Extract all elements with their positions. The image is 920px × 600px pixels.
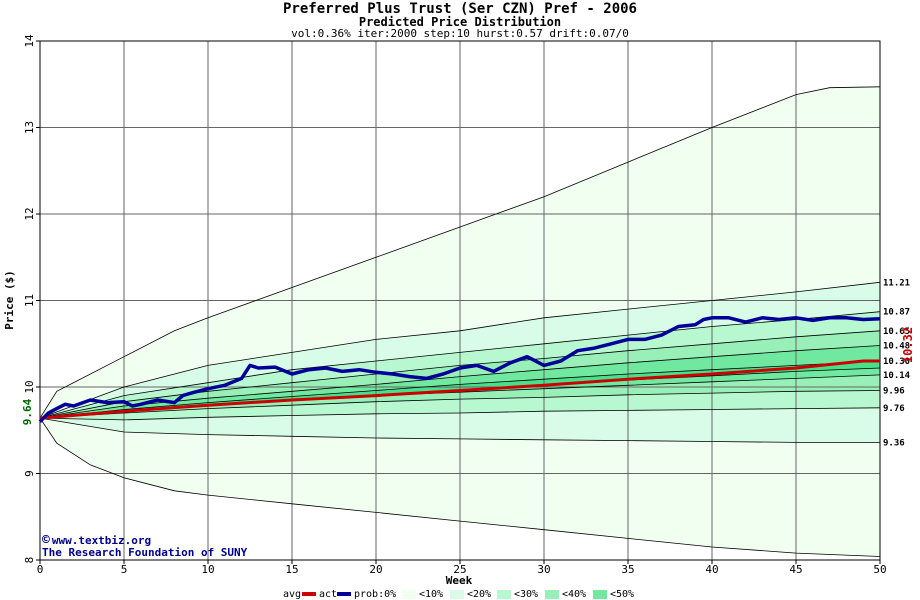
x-tick-label-6: 30 — [537, 563, 550, 576]
legend-lt20-label: <20% — [467, 589, 491, 600]
y-tick-label-2: 10 — [23, 380, 36, 393]
x-tick-label-5: 25 — [453, 563, 466, 576]
x-tick-label-0: 0 — [37, 563, 44, 576]
series-avg-line — [39, 359, 880, 420]
band-lower-edge-0 — [39, 417, 881, 557]
band-upper-edge-3 — [39, 330, 881, 419]
legend-act-label: act — [319, 589, 337, 600]
start-price-label: 9.64 — [21, 398, 34, 425]
percentile-label-3: 10.48 — [883, 341, 910, 351]
avg-end-label: 10.32 — [901, 327, 915, 363]
y-axis-label: Price ($) — [3, 270, 16, 330]
legend: avg act prob:0% <10% <20% <30% <40% <50% — [283, 589, 634, 600]
band-upper-edge-5 — [39, 360, 881, 419]
band-lower-edge-3 — [39, 390, 881, 419]
y-tick-label-1: 9 — [23, 470, 36, 477]
band-upper-edge-4 — [39, 345, 881, 419]
y-tick-label-6: 14 — [23, 34, 36, 48]
x-axis-label: Week — [446, 574, 473, 587]
y-tick-label-3: 11 — [23, 294, 36, 307]
x-tick-label-7: 35 — [621, 563, 634, 576]
chart-title: Preferred Plus Trust (Ser CZN) Pref - 20… — [283, 1, 637, 17]
chart-params: vol:0.36% iter:2000 step:10 hurst:0.57 d… — [291, 27, 629, 40]
credit-org: The Research Foundation of SUNY — [42, 546, 248, 559]
legend-lt30-label: <30% — [514, 589, 538, 600]
legend-prob-label: prob:0% — [354, 589, 396, 600]
legend-lt50-label: <50% — [610, 589, 634, 600]
x-tick-label-8: 40 — [705, 563, 718, 576]
percentile-label-2: 10.65 — [883, 327, 910, 337]
percentile-label-6: 9.96 — [883, 386, 905, 396]
chart-subtitle: Predicted Price Distribution — [359, 15, 561, 29]
band-lower-edge-2 — [39, 407, 881, 421]
x-tick-label-3: 15 — [285, 563, 298, 576]
band-lower-edge-1 — [39, 417, 880, 443]
legend-swatch-30 — [545, 590, 559, 599]
band-upper-edge-0 — [39, 86, 881, 419]
legend-act-swatch — [337, 592, 351, 596]
percentile-label-4: 10.30 — [883, 357, 910, 367]
credit-url-text: www.textbiz.org — [52, 534, 151, 547]
percentile-label-5: 10.14 — [883, 371, 911, 381]
y-tick-label-0: 8 — [23, 557, 36, 564]
series-act-line — [38, 316, 881, 423]
y-tick-label-5: 13 — [23, 121, 36, 134]
legend-swatch-10 — [450, 590, 464, 599]
plot-area: 0 5 10 15 20 25 30 35 40 45 50 8 9 10 11 12 13 14 11.21 10.… — [23, 34, 911, 576]
legend-swatch-0 — [402, 590, 416, 599]
x-tick-label-4: 20 — [369, 563, 382, 576]
percentile-label-7: 9.76 — [883, 404, 905, 414]
x-tick-label-1: 5 — [121, 563, 128, 576]
copyright-symbol: © — [42, 533, 50, 548]
band-upper-edge-2 — [39, 311, 881, 419]
legend-swatch-40 — [593, 590, 607, 599]
credit-url: © www.textbiz.org — [42, 533, 151, 548]
legend-avg-swatch — [302, 592, 316, 596]
percentile-label-8: 9.36 — [883, 438, 905, 448]
legend-swatch-20 — [497, 590, 511, 599]
x-tick-label-9: 45 — [789, 563, 802, 576]
percentile-label-0: 11.21 — [883, 278, 910, 288]
x-tick-label-2: 10 — [201, 563, 214, 576]
legend-avg-label: avg — [283, 589, 301, 600]
band-upper-edge-1 — [39, 281, 881, 419]
percentile-label-1: 10.87 — [883, 308, 910, 318]
y-tick-label-4: 12 — [23, 207, 36, 220]
x-tick-label-10: 50 — [873, 563, 886, 576]
legend-lt10-label: <10% — [419, 589, 443, 600]
legend-lt40-label: <40% — [562, 589, 586, 600]
